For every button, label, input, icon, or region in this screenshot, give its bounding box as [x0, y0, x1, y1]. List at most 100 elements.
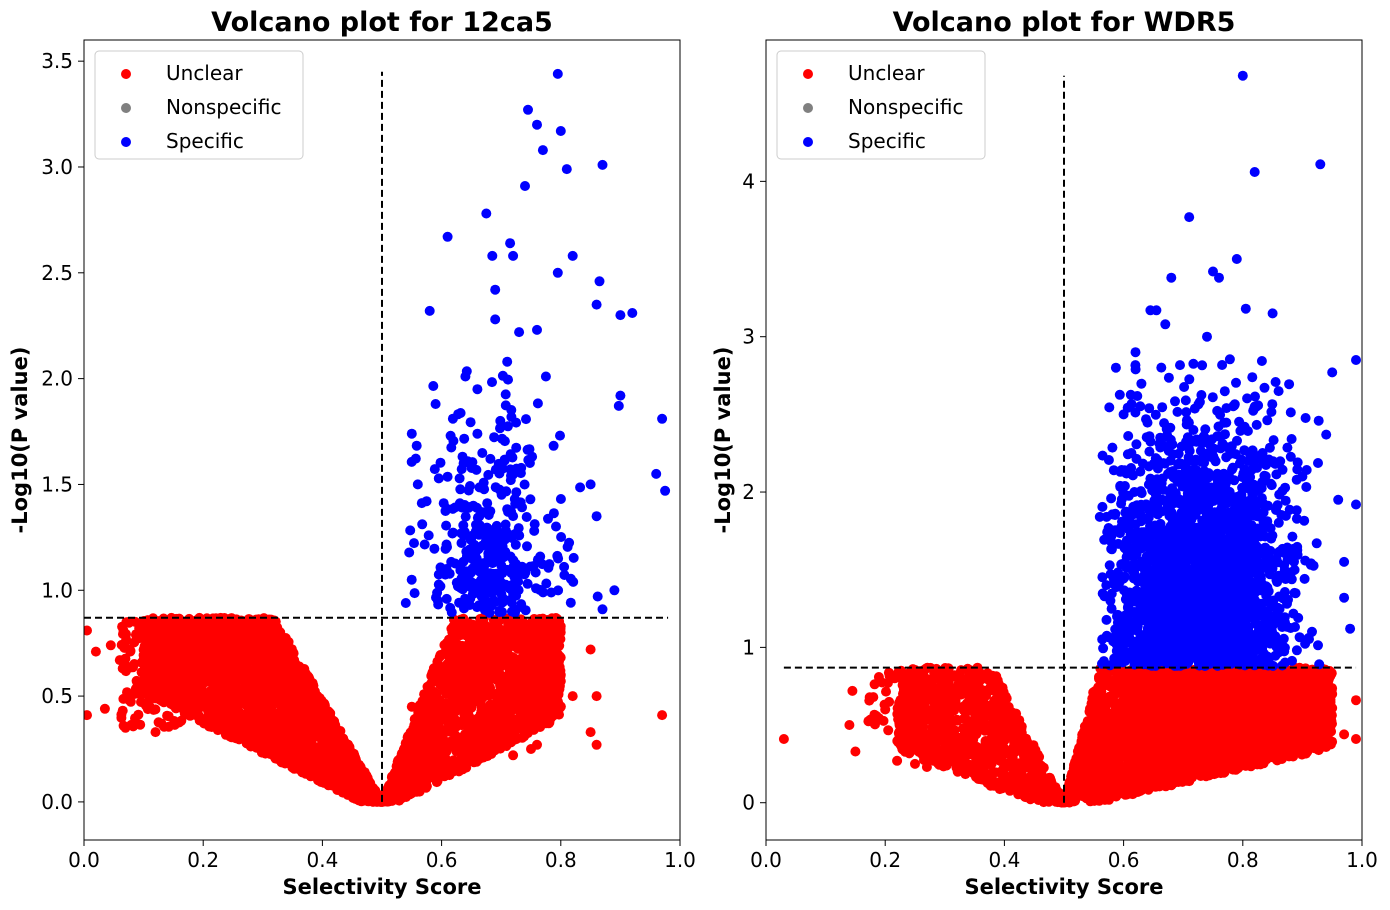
data-point: [511, 417, 522, 428]
data-point: [525, 494, 536, 505]
data-point: [460, 511, 471, 522]
data-point: [472, 384, 483, 395]
data-point: [429, 718, 440, 729]
data-point: [190, 687, 200, 698]
data-point: [465, 754, 476, 765]
data-point: [249, 619, 260, 630]
data-point: [533, 695, 544, 706]
data-point: [249, 671, 260, 682]
data-point: [487, 250, 498, 261]
data-point: [157, 644, 168, 655]
data-point: [273, 675, 284, 685]
data-point: [396, 777, 407, 788]
data-point: [323, 779, 334, 790]
data-point: [585, 644, 596, 655]
data-point: [525, 634, 536, 645]
data-point: [513, 576, 524, 587]
data-point: [552, 703, 563, 714]
data-point: [486, 658, 496, 669]
data-point: [496, 489, 507, 500]
data-point: [471, 621, 482, 632]
data-point: [417, 519, 428, 530]
chart-title: Volcano plot for 12ca5: [211, 7, 553, 38]
data-point: [454, 473, 465, 484]
data-point: [585, 727, 596, 738]
data-point: [483, 599, 494, 610]
data-point: [472, 428, 483, 439]
data-point: [482, 498, 493, 509]
data-point: [442, 471, 453, 482]
data-point: [285, 679, 296, 689]
data-point: [176, 636, 187, 647]
data-point: [291, 731, 302, 742]
data-point: [446, 556, 457, 567]
data-point: [546, 627, 557, 637]
data-point: [532, 554, 543, 565]
data-point: [348, 768, 359, 779]
data-point: [537, 145, 548, 156]
data-point: [284, 708, 295, 719]
data-point: [162, 710, 173, 721]
data-point: [180, 657, 191, 668]
data-point: [440, 761, 451, 771]
data-point: [400, 598, 411, 608]
data-point: [597, 604, 608, 615]
data-point: [511, 693, 521, 703]
data-point: [210, 703, 221, 714]
data-point: [420, 715, 431, 725]
data-point: [522, 578, 533, 589]
data-point: [400, 768, 411, 779]
data-point: [285, 745, 296, 756]
data-point: [145, 677, 156, 688]
data-point: [392, 789, 403, 800]
data-point: [520, 181, 530, 191]
data-point: [193, 632, 204, 643]
data-point: [278, 633, 289, 644]
data-point: [317, 731, 328, 742]
data-point: [522, 444, 533, 455]
data-point: [615, 390, 626, 401]
data-point: [84, 710, 92, 721]
data-point: [491, 537, 502, 548]
data-point: [436, 669, 447, 680]
data-point: [561, 164, 572, 175]
data-point: [162, 682, 172, 693]
data-point: [500, 525, 511, 536]
panel-12ca5: Volcano plot for 12ca5 0.0 0.2 0.4 0.6 0.8 1.…: [8, 7, 696, 899]
data-point: [499, 677, 510, 688]
data-point: [481, 208, 492, 219]
data-point: [202, 669, 213, 680]
data-point: [231, 733, 242, 744]
series-specific: [400, 68, 671, 618]
data-point: [130, 717, 141, 728]
data-point: [327, 742, 338, 753]
data-point: [440, 506, 451, 516]
data-point: [125, 645, 136, 656]
data-point: [527, 621, 538, 632]
data-point: [504, 665, 515, 676]
data-point: [511, 463, 522, 474]
data-point: [493, 458, 504, 469]
data-point: [305, 766, 316, 777]
data-point: [496, 703, 507, 714]
data-point: [550, 613, 561, 623]
data-point: [147, 687, 158, 698]
data-point: [552, 68, 563, 79]
data-point: [219, 696, 230, 707]
data-point: [549, 690, 560, 701]
data-point: [509, 494, 520, 504]
data-point: [559, 570, 570, 580]
data-point: [160, 616, 171, 627]
data-point: [553, 649, 564, 660]
data-point: [317, 712, 328, 723]
data-point: [309, 749, 319, 760]
data-point: [149, 649, 160, 660]
data-point: [123, 617, 134, 627]
data-point: [419, 539, 430, 550]
data-point: [235, 637, 246, 648]
data-point: [292, 741, 303, 752]
data-point: [474, 520, 485, 531]
data-point: [483, 534, 494, 545]
data-point: [401, 784, 412, 795]
data-point: [555, 430, 565, 441]
